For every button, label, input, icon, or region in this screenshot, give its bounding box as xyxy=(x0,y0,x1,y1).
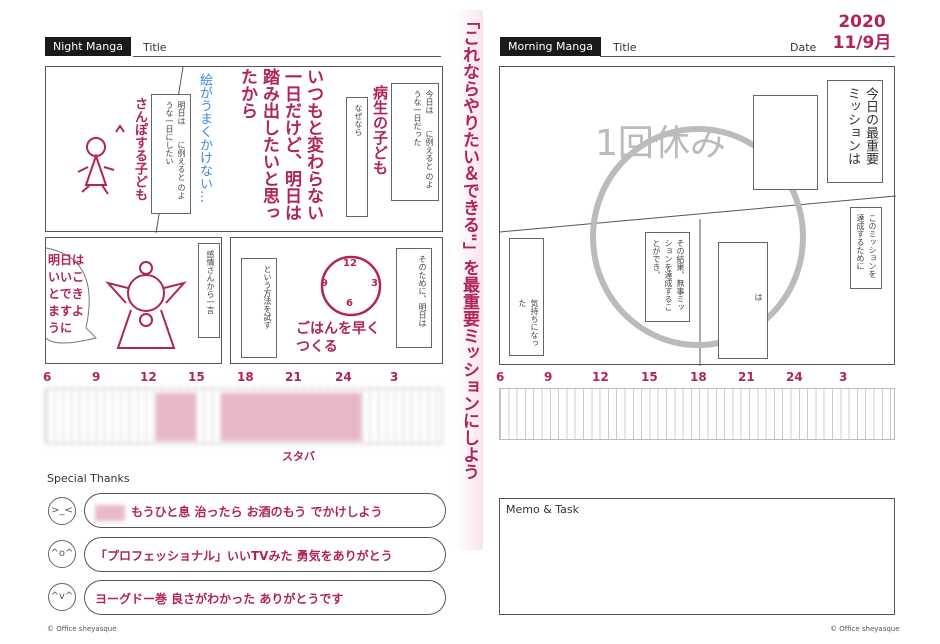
time-label: 12 xyxy=(592,370,609,384)
clock-9: 9 xyxy=(321,278,328,289)
night-panel-top: さんぽする子ども 明日は に例えると のような一日にしたい 絵がうまくかけない…… xyxy=(45,66,443,233)
content-face-icon: ^v^ xyxy=(48,583,76,611)
because-answer: いつもと変わらない一日だけど、明日は踏み出したいと思ったから xyxy=(237,68,323,221)
feeling-box: 気持ちになった xyxy=(509,238,544,356)
time-label: 6 xyxy=(496,370,505,384)
center-handwritten-note: 「これならやりたい＆できる"」を最重要ミッションにしよう xyxy=(455,10,483,550)
emotion-box: 感情さんから一言 xyxy=(198,243,220,338)
morning-timeline-grid[interactable] xyxy=(499,388,895,440)
laughing-face-icon: >_< xyxy=(48,497,76,525)
thanks-bubble: もうひと息 治ったら お酒のもう でかけしよう xyxy=(84,493,446,528)
watermark-circle xyxy=(590,126,806,348)
clock-6: 6 xyxy=(346,298,353,309)
panel-dividers xyxy=(500,126,896,366)
morning-panel: 1回休み 今日の最重要ミッションは このミッションを達成するために その結果、無… xyxy=(499,66,896,366)
smiling-face-icon: ^o^ xyxy=(48,540,76,568)
result-box: その結果、無事ミッションを達成することができ、 xyxy=(645,232,690,322)
speech-bubble-text: 明日はいいことできますように xyxy=(48,253,85,335)
time-label: 15 xyxy=(188,370,205,384)
night-panel-emotion: 明日はいいことできますように 感情さんから一言 xyxy=(45,237,222,364)
time-label: 21 xyxy=(285,370,302,384)
today-box: 今日は に例えると のような一日だった xyxy=(391,83,439,201)
therefore-box: そのために、明日は xyxy=(396,248,432,348)
thanks-bubble: 「プロフェッショナル」いいTVみた 勇気をありがとう xyxy=(84,537,446,572)
time-label: 21 xyxy=(738,370,755,384)
thanks-text: もうひと息 治ったら お酒のもう でかけしよう xyxy=(131,505,383,519)
mission-box: 今日の最重要ミッションは xyxy=(827,80,883,183)
walking-figure-drawing xyxy=(77,124,125,195)
left-title-line xyxy=(133,56,441,57)
method-box: という方法を試す xyxy=(241,258,277,358)
date-value: 2020 11/9月 xyxy=(832,12,892,53)
thanks-bubble: ヨーグドー巻 良さがわかった ありがとうです xyxy=(84,580,446,615)
left-title-label: Title xyxy=(143,41,167,54)
timeline-entry xyxy=(221,393,361,441)
thanks-text: ヨーグドー巻 良さがわかった ありがとうです xyxy=(95,592,344,606)
clock-12: 12 xyxy=(343,258,357,269)
clock-drawing xyxy=(320,255,382,317)
copyright-left: © Office sheyasque xyxy=(47,625,117,633)
time-label: 18 xyxy=(690,370,707,384)
morning-manga-tab: Morning Manga xyxy=(500,37,601,56)
time-label: 24 xyxy=(335,370,352,384)
special-thanks-label: Special Thanks xyxy=(47,472,130,485)
time-label: 12 xyxy=(140,370,157,384)
timeline-entry xyxy=(156,393,196,441)
time-label: 9 xyxy=(544,370,553,384)
mission-answer-box xyxy=(753,95,818,190)
tomorrow-box: 明日は に例えると のような一日にしたい xyxy=(151,94,191,214)
time-label: 9 xyxy=(92,370,101,384)
character-drawing xyxy=(46,247,187,349)
time-label: 3 xyxy=(839,370,848,384)
time-label: 3 xyxy=(390,370,399,384)
achieve-box: このミッションを達成するために xyxy=(850,207,882,289)
blue-note: 絵がうまくかけない… xyxy=(197,73,212,203)
thanks-text: 「プロフェッショナル」いいTVみた 勇気をありがとう xyxy=(95,549,393,563)
redacted-name xyxy=(95,504,125,521)
wa-box: は xyxy=(718,242,768,359)
memo-task-box[interactable]: Memo & Task xyxy=(499,498,895,615)
timeline-note: スタバ xyxy=(282,450,315,463)
watermark-text: 1回休み xyxy=(595,123,726,164)
time-label: 24 xyxy=(786,370,803,384)
method-answer: ごはんを早くつくる xyxy=(296,321,380,355)
time-label: 6 xyxy=(43,370,52,384)
date-label: Date xyxy=(790,41,817,54)
time-label: 18 xyxy=(237,370,254,384)
right-title-label: Title xyxy=(613,41,637,54)
today-answer: 病生の子ども xyxy=(371,85,389,175)
tomorrow-answer: さんぽする子ども xyxy=(132,97,147,201)
copyright-right: © Office sheyasque xyxy=(830,625,900,633)
time-label: 15 xyxy=(641,370,658,384)
night-timeline-grid xyxy=(45,388,443,444)
because-box: なぜなら xyxy=(346,97,368,217)
right-title-line xyxy=(600,56,895,57)
night-panel-method: という方法を試す 12 3 6 9 ごはんを早くつくる そのために、明日は xyxy=(230,237,443,364)
night-manga-tab: Night Manga xyxy=(45,37,131,56)
memo-task-label: Memo & Task xyxy=(506,503,580,516)
clock-3: 3 xyxy=(371,278,378,289)
